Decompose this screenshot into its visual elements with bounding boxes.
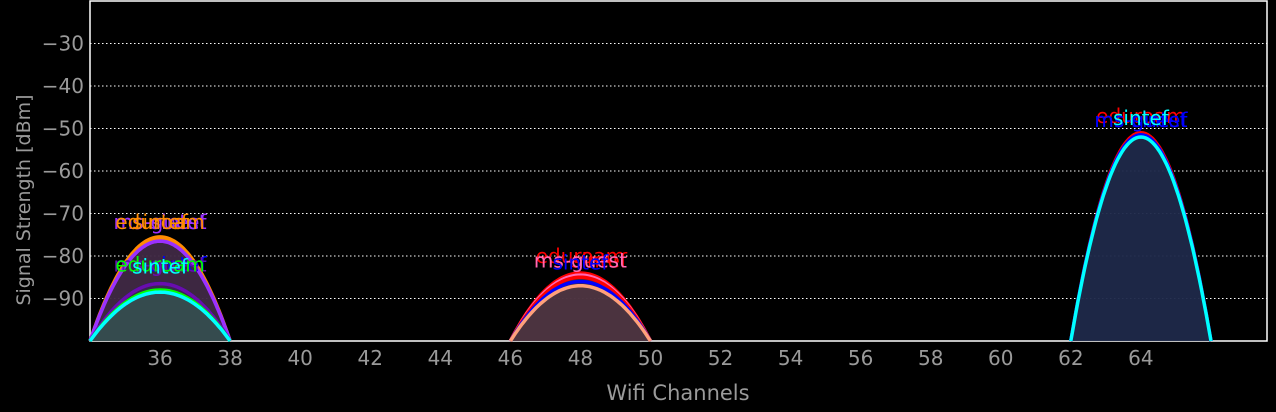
y-tick-label: −40 bbox=[42, 74, 84, 98]
x-tick-label: 38 bbox=[217, 346, 242, 370]
network-label: ms-sintef bbox=[534, 248, 628, 272]
network-label: ms-guest bbox=[114, 253, 207, 277]
gridlines bbox=[90, 43, 1267, 299]
x-tick-label: 60 bbox=[988, 346, 1013, 370]
network-curve-ms-guest bbox=[88, 281, 232, 342]
network-curves bbox=[88, 131, 1213, 343]
x-tick-label: 50 bbox=[638, 346, 663, 370]
x-tick-label: 42 bbox=[358, 346, 383, 370]
network-labels: ms-sintefms-guesteduroamsintefms-sintefm… bbox=[114, 104, 1189, 279]
network-label: sintef bbox=[132, 255, 189, 279]
y-tick-label: −80 bbox=[42, 244, 84, 268]
network-curve-ms-guest bbox=[88, 239, 232, 342]
x-tick-label: 58 bbox=[918, 346, 943, 370]
network-label: sintef bbox=[132, 210, 189, 234]
y-tick-label: −60 bbox=[42, 159, 84, 183]
y-tick-label: −70 bbox=[42, 202, 84, 226]
x-tick-label: 52 bbox=[708, 346, 733, 370]
y-tick-label: −30 bbox=[42, 32, 84, 56]
network-label: eduroam bbox=[115, 210, 204, 234]
network-label: ms-sintef bbox=[114, 253, 208, 277]
x-tick-label: 46 bbox=[498, 346, 523, 370]
x-tick-label: 64 bbox=[1128, 346, 1153, 370]
network-curve-sintef bbox=[88, 290, 232, 343]
x-tick-label: 44 bbox=[428, 346, 453, 370]
x-tick-label: 62 bbox=[1058, 346, 1083, 370]
y-tick-label: −50 bbox=[42, 117, 84, 141]
x-tick-label: 48 bbox=[568, 346, 593, 370]
network-label: eduroam bbox=[536, 244, 625, 268]
network-label: ms-sintef bbox=[1094, 108, 1188, 132]
network-label: sintef bbox=[1113, 106, 1170, 130]
network-area-sintef bbox=[1070, 137, 1211, 341]
y-axis-ticks: −30 −40 −50 −60 −70 −80 −90 bbox=[42, 32, 84, 311]
network-label: ms-guest bbox=[1094, 108, 1187, 132]
y-tick-label: −90 bbox=[42, 287, 84, 311]
network-curve-sintef bbox=[1069, 135, 1213, 342]
network-curve-sintef bbox=[508, 284, 652, 342]
x-tick-label: 56 bbox=[848, 346, 873, 370]
network-label: ms-guest bbox=[114, 210, 207, 234]
x-tick-label: 54 bbox=[778, 346, 803, 370]
y-axis-label: Signal Strength [dBm] bbox=[13, 94, 35, 305]
x-tick-label: 40 bbox=[287, 346, 312, 370]
network-label: ms-guest bbox=[534, 248, 627, 272]
network-label: eduroam bbox=[1096, 104, 1185, 128]
network-label: sintef bbox=[552, 250, 609, 274]
network-label: ms-sintef bbox=[114, 210, 208, 234]
x-tick-label: 36 bbox=[147, 346, 172, 370]
x-axis-ticks: 36 38 40 42 44 46 48 50 52 54 56 58 60 62 64 bbox=[147, 346, 1153, 370]
x-axis-label: Wifi Channels bbox=[606, 381, 749, 405]
network-label: eduroam bbox=[115, 253, 204, 277]
